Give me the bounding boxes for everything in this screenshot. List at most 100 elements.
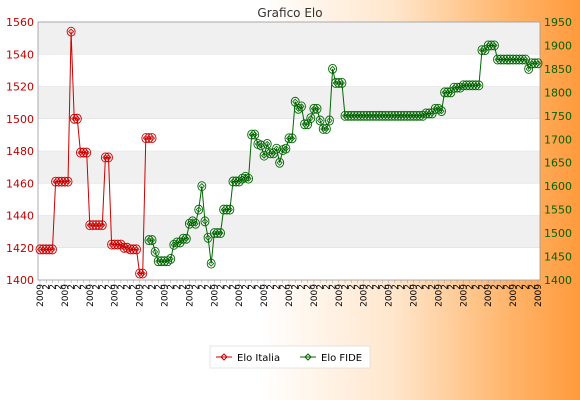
x-tick-label: 2009	[161, 284, 171, 307]
data-point-marker	[491, 42, 498, 49]
data-point	[69, 113, 79, 124]
x-tick-label: 2	[129, 284, 139, 290]
left-tick-label: 1520	[6, 81, 34, 94]
data-point-marker	[326, 117, 333, 124]
data-point	[44, 244, 54, 255]
left-tick-label: 1440	[6, 210, 34, 223]
legend-label-elo-italia: Elo Italia	[237, 353, 280, 364]
data-point-marker	[313, 105, 321, 112]
grid-band	[38, 151, 540, 184]
x-tick-label: 2	[273, 284, 283, 290]
right-axis-ticks: 1400 1450 1500 1550 1600 1650 1700 1750 1800 1850…	[544, 16, 572, 287]
left-tick-label: 1460	[6, 177, 34, 190]
data-point-marker	[139, 270, 146, 277]
x-tick-label: 2009	[434, 284, 444, 307]
x-tick-label: 2	[173, 284, 183, 290]
data-point	[315, 115, 325, 126]
x-tick-label: 2	[104, 284, 114, 290]
data-point	[530, 58, 540, 69]
data-point	[197, 181, 207, 192]
data-point	[443, 87, 453, 98]
data-point-marker	[105, 154, 112, 161]
x-tick-label: 2	[248, 284, 258, 290]
data-point-marker	[534, 60, 542, 67]
data-point-marker	[205, 234, 212, 241]
left-axis-ticks: 1400 1420 1440 1460 1480 1500 1520 1540 1560	[6, 16, 34, 287]
x-tick-label: 2	[198, 284, 208, 290]
data-point	[66, 26, 76, 37]
legend: Elo Italia Elo FIDE	[209, 345, 371, 369]
data-point-marker	[74, 115, 81, 122]
data-point	[430, 103, 440, 114]
x-tick-label: 2009	[185, 284, 195, 307]
data-point	[247, 129, 257, 140]
data-point	[297, 101, 306, 112]
legend-box	[209, 345, 371, 369]
data-point	[163, 256, 173, 267]
data-point-marker	[124, 244, 131, 251]
left-tick-label: 1500	[6, 113, 34, 126]
x-tick-label: 2	[472, 284, 482, 290]
x-tick-label: 2	[497, 284, 507, 290]
data-point	[212, 228, 222, 239]
data-point	[300, 119, 310, 130]
data-point	[178, 233, 188, 244]
x-tick-label: 2	[441, 284, 451, 290]
data-point-marker	[245, 175, 252, 182]
data-point-marker	[195, 206, 202, 213]
x-tick-label: 2	[179, 284, 189, 290]
x-tick-label: 2	[167, 284, 177, 290]
data-point	[474, 80, 484, 91]
grid-band	[38, 22, 540, 55]
data-point	[200, 216, 210, 227]
data-point	[293, 103, 303, 114]
x-tick-label: 2	[490, 284, 500, 290]
right-tick-label: 1500	[544, 227, 572, 240]
x-tick-label: 2	[217, 284, 227, 290]
legend-label-elo-fide: Elo FIDE	[321, 353, 362, 364]
data-point-marker	[261, 152, 268, 159]
x-tick-label: 2009	[210, 284, 220, 307]
x-tick-label: 2	[478, 284, 488, 290]
left-tick-label: 1480	[6, 145, 34, 158]
data-point	[225, 204, 235, 215]
data-point	[147, 235, 157, 246]
data-point	[216, 228, 225, 239]
x-tick-label: 2	[366, 284, 376, 290]
data-point	[97, 220, 107, 231]
data-point-marker	[329, 65, 336, 72]
data-point	[116, 239, 126, 250]
data-point	[418, 110, 428, 121]
data-point-marker	[64, 178, 72, 185]
data-point	[119, 242, 129, 253]
data-point	[79, 147, 89, 158]
left-tick-label: 1420	[6, 242, 34, 255]
data-point-marker	[282, 145, 289, 152]
x-tick-label: 2	[204, 284, 214, 290]
x-tick-label: 2009	[260, 284, 270, 307]
data-point	[284, 133, 294, 144]
x-tick-label: 2009	[410, 284, 420, 307]
data-point	[244, 173, 253, 184]
data-point-marker	[522, 56, 529, 63]
series-line	[40, 31, 153, 275]
data-point	[489, 40, 499, 51]
data-point-marker	[257, 142, 265, 149]
right-tick-label: 1600	[544, 180, 572, 193]
data-point-marker	[148, 237, 156, 244]
x-tick-label: 2	[254, 284, 264, 290]
data-point	[104, 152, 113, 163]
x-tick-label: 2	[378, 284, 388, 290]
data-point	[281, 143, 291, 154]
x-tick-label: 2	[192, 284, 202, 290]
data-point	[328, 63, 338, 74]
data-point-marker	[176, 239, 184, 246]
data-point-marker	[208, 260, 215, 267]
data-point-marker	[323, 125, 330, 133]
x-tick-label: 2	[279, 284, 289, 290]
x-tick-label: 2	[422, 284, 432, 290]
data-point-marker	[217, 230, 224, 237]
x-tick-label: 2	[515, 284, 525, 290]
data-point	[477, 45, 487, 56]
